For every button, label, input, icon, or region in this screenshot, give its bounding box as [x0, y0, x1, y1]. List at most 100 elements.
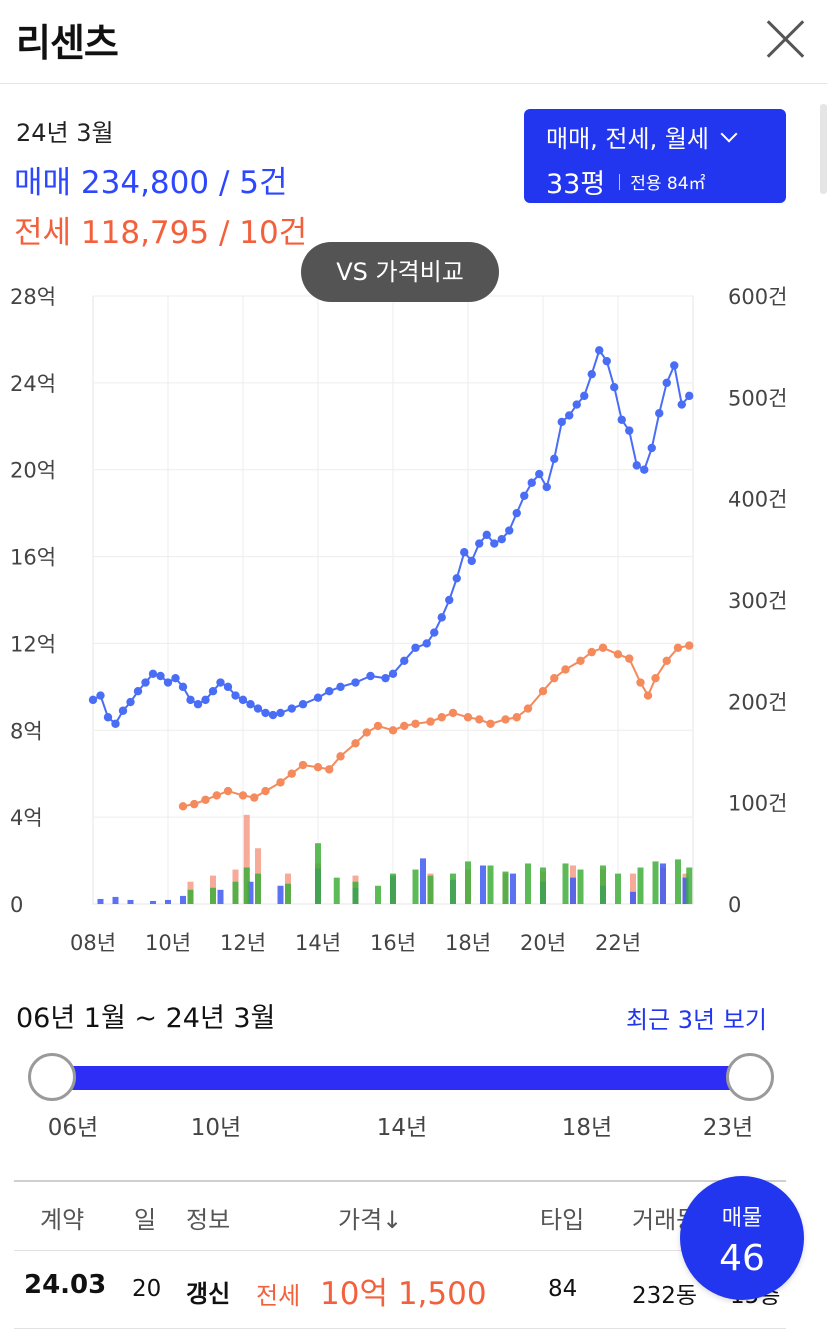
- data-point-sale: [276, 708, 285, 718]
- data-point-jeonse: [463, 713, 473, 722]
- data-point-sale: [655, 409, 664, 418]
- row-building: 232동: [632, 1283, 698, 1309]
- volume-bar-sale: [247, 881, 254, 904]
- close-icon[interactable]: [760, 14, 810, 64]
- y-right-tick-label: 100건: [728, 792, 787, 816]
- data-point-jeonse: [388, 726, 398, 735]
- x-tick-label: 20년: [520, 931, 566, 955]
- header-info[interactable]: 정보: [186, 1206, 231, 1234]
- data-point-sale: [670, 361, 679, 370]
- data-point-jeonse: [613, 650, 623, 659]
- data-point-jeonse: [223, 786, 233, 796]
- data-point-sale: [156, 671, 165, 681]
- header-type[interactable]: 타입: [540, 1206, 585, 1234]
- data-point-sale: [632, 461, 641, 470]
- data-point-sale: [126, 697, 135, 707]
- data-point-sale: [268, 710, 278, 720]
- date-range-label: 06년 1월 ~ 24년 3월: [16, 1003, 276, 1034]
- data-point-jeonse: [351, 739, 360, 748]
- volume-bar-sale: [112, 896, 119, 904]
- volume-bar-other: [255, 873, 261, 904]
- listings-button[interactable]: 매물 46: [680, 1176, 804, 1300]
- volume-bar-other: [652, 861, 659, 904]
- data-point-sale: [298, 700, 308, 709]
- selected-period: 24년 3월: [16, 119, 114, 147]
- header-price-sort[interactable]: 가격↓: [338, 1206, 403, 1234]
- data-point-sale: [238, 695, 248, 705]
- table-header-divider: [14, 1250, 786, 1251]
- data-point-sale: [148, 669, 158, 679]
- volume-bar-sale: [510, 873, 516, 904]
- data-point-jeonse: [598, 643, 608, 652]
- data-point-sale: [535, 469, 544, 479]
- volume-bar-other: [390, 873, 396, 904]
- row-info: 갱신: [186, 1280, 231, 1308]
- data-point-jeonse: [190, 799, 199, 809]
- data-point-sale: [572, 400, 581, 409]
- data-point-jeonse: [673, 643, 683, 652]
- series-line-sale: [92, 348, 691, 726]
- data-point-sale: [388, 669, 398, 679]
- data-point-jeonse: [287, 769, 296, 778]
- data-point-jeonse: [400, 721, 409, 731]
- volume-bar-other: [243, 867, 250, 904]
- row-day: 20: [132, 1276, 162, 1302]
- volume-bar-other: [540, 867, 546, 904]
- jeonse-summary: 전세 118,795 / 10건: [14, 215, 308, 251]
- y-left-tick-label: 0: [10, 893, 23, 917]
- y-right-tick-label: 300건: [728, 589, 787, 613]
- volume-bar-sale: [480, 865, 486, 904]
- price-chart: 0 4억 8억 12억 16억 20억 24억 28억 0 100건 200건 300건 400건 500…: [10, 285, 787, 955]
- deal-type-filter-button[interactable]: 매매, 전세, 월세 33평 전용 84㎡: [524, 109, 786, 203]
- data-point-sale: [171, 673, 180, 683]
- deal-types-label: 매매, 전세, 월세: [546, 125, 709, 153]
- x-tick-label: 08년: [70, 931, 116, 955]
- data-point-sale: [557, 417, 566, 427]
- data-point-jeonse: [643, 691, 653, 700]
- volume-bar-other: [375, 885, 381, 904]
- volume-bar-other: [465, 861, 471, 904]
- data-point-sale: [505, 526, 514, 535]
- volume-bar-other: [562, 863, 569, 904]
- header-day[interactable]: 일: [134, 1206, 157, 1234]
- volume-bar-sale: [630, 891, 636, 904]
- data-point-jeonse: [373, 721, 383, 731]
- data-point-jeonse: [411, 719, 420, 728]
- data-point-jeonse: [475, 715, 484, 724]
- scrollbar[interactable]: [820, 104, 827, 194]
- data-point-sale: [231, 691, 240, 700]
- range-slider-track[interactable]: [52, 1066, 752, 1090]
- data-point-sale: [400, 656, 409, 665]
- slider-tick: 10년: [190, 1115, 242, 1141]
- data-point-sale: [351, 678, 360, 687]
- volume-bar-other: [210, 887, 216, 904]
- volume-bar-other: [577, 869, 584, 904]
- data-point-jeonse: [662, 656, 671, 665]
- row-contract: 24.03: [24, 1270, 107, 1300]
- volume-bar-other: [450, 873, 456, 904]
- volume-bar-sale: [277, 885, 284, 904]
- volume-bar-other: [686, 867, 693, 904]
- volume-bar-other: [333, 877, 340, 904]
- data-point-sale: [103, 713, 113, 722]
- sale-summary: 매매 234,800 / 5건: [14, 165, 288, 201]
- data-point-jeonse: [437, 713, 446, 722]
- data-point-jeonse: [501, 715, 510, 724]
- slider-tick: 14년: [376, 1115, 428, 1141]
- data-point-jeonse: [212, 791, 221, 800]
- data-point-sale: [610, 383, 619, 392]
- range-slider-start-handle[interactable]: [28, 1053, 76, 1101]
- data-point-sale: [677, 400, 686, 409]
- y-left-tick-label: 8억: [10, 719, 43, 743]
- data-point-sale: [216, 678, 225, 687]
- header-contract[interactable]: 계약: [40, 1206, 85, 1234]
- row-price: 10억 1,500: [320, 1276, 487, 1312]
- data-point-sale: [141, 678, 150, 687]
- data-point-jeonse: [685, 641, 694, 650]
- row-type: 84: [548, 1276, 578, 1302]
- vs-compare-button[interactable]: VS 가격비교: [301, 242, 499, 302]
- recent-3-years-link[interactable]: 최근 3년 보기: [626, 1006, 767, 1034]
- x-tick-label: 12년: [220, 931, 266, 955]
- range-slider-end-handle[interactable]: [726, 1053, 774, 1101]
- volume-bar-other: [285, 883, 291, 904]
